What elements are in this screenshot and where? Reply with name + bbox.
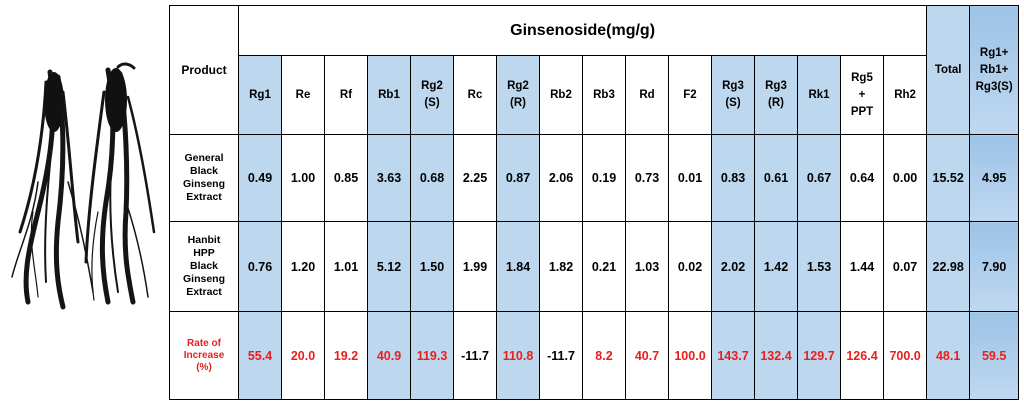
table-cell: 0.07: [882, 221, 928, 312]
table-cell: 3.63: [367, 134, 411, 222]
col-header-rb3: Rb3: [582, 55, 626, 135]
table-cell: 0.02: [668, 221, 712, 312]
table-cell: 0.87: [496, 134, 540, 222]
table-cell: 0.67: [797, 134, 841, 222]
rate-row: Rate of Increase (%) 55.4 20.0 19.2 40.9…: [169, 311, 1020, 400]
table-cell: 1.53: [797, 221, 841, 312]
col-header-rb2: Rb2: [539, 55, 583, 135]
rate-cell: 19.2: [324, 311, 368, 400]
table-row: General Black Ginseng Extract 0.49 1.00 …: [169, 134, 1020, 222]
rate-cell: 40.9: [367, 311, 411, 400]
table-cell: 1.20: [281, 221, 325, 312]
table-cell: 0.61: [754, 134, 798, 222]
rate-cell: 143.7: [711, 311, 755, 400]
rate-cell: 132.4: [754, 311, 798, 400]
table-cell: 1.99: [453, 221, 497, 312]
rate-cell: 126.4: [840, 311, 884, 400]
table-cell: 1.84: [496, 221, 540, 312]
table-row: Hanbit HPP Black Ginseng Extract 0.76 1.…: [169, 221, 1020, 312]
col-header-rg3r: Rg3 (R): [754, 55, 798, 135]
col-header-rd: Rd: [625, 55, 669, 135]
rate-cell: 700.0: [882, 311, 928, 400]
total-cell: 22.98: [926, 221, 971, 312]
rate-cell: 119.3: [410, 311, 454, 400]
col-header-rg2r: Rg2 (R): [496, 55, 540, 135]
table-cell: 0.64: [840, 134, 884, 222]
table-cell: 1.50: [410, 221, 454, 312]
rate-cell: -11.7: [453, 311, 497, 400]
table-cell: 0.19: [582, 134, 626, 222]
product-header: Product: [169, 5, 239, 135]
table-cell: 0.01: [668, 134, 712, 222]
sum-cell: 7.90: [969, 221, 1020, 312]
rate-cell: 20.0: [281, 311, 325, 400]
table-cell: 1.82: [539, 221, 583, 312]
rate-cell: 40.7: [625, 311, 669, 400]
table-cell: 1.01: [324, 221, 368, 312]
col-header-rg3s: Rg3 (S): [711, 55, 755, 135]
table-cell: 0.21: [582, 221, 626, 312]
col-header-rg2s: Rg2 (S): [410, 55, 454, 135]
table-cell: 0.73: [625, 134, 669, 222]
table-cell: 2.06: [539, 134, 583, 222]
rate-cell: 100.0: [668, 311, 712, 400]
table-cell: 1.00: [281, 134, 325, 222]
table-cell: 2.02: [711, 221, 755, 312]
row-label: Hanbit HPP Black Ginseng Extract: [169, 221, 239, 312]
ginsenoside-group-header: Ginsenoside(mg/g): [237, 5, 928, 56]
table-cell: 0.49: [238, 134, 282, 222]
rate-cell: -11.7: [539, 311, 583, 400]
sum-cell: 4.95: [969, 134, 1020, 222]
col-header-rb1: Rb1: [367, 55, 411, 135]
table-cell: 0.83: [711, 134, 755, 222]
rate-cell: 8.2: [582, 311, 626, 400]
col-header-re: Re: [281, 55, 325, 135]
black-ginseng-photo: [11, 62, 156, 310]
total-header: Total: [926, 5, 971, 135]
table-cell: 0.00: [882, 134, 928, 222]
table-cell: 0.76: [238, 221, 282, 312]
rate-total-cell: 48.1: [926, 311, 971, 400]
col-header-rh2: Rh2: [882, 55, 928, 135]
table-cell: 0.68: [410, 134, 454, 222]
table-cell: 0.85: [324, 134, 368, 222]
table-cell: 5.12: [367, 221, 411, 312]
col-header-rg5-ppt: Rg5 + PPT: [840, 55, 884, 135]
rate-cell: 129.7: [797, 311, 841, 400]
rate-cell: 55.4: [238, 311, 282, 400]
rate-sum-cell: 59.5: [969, 311, 1020, 400]
col-header-rf: Rf: [324, 55, 368, 135]
table-cell: 1.44: [840, 221, 884, 312]
col-header-f2: F2: [668, 55, 712, 135]
table-cell: 1.42: [754, 221, 798, 312]
row-label: General Black Ginseng Extract: [169, 134, 239, 222]
table-cell: 1.03: [625, 221, 669, 312]
col-header-rg1: Rg1: [238, 55, 282, 135]
rate-row-label: Rate of Increase (%): [169, 311, 239, 400]
col-header-rc: Rc: [453, 55, 497, 135]
ginsenoside-table: Product Ginsenoside(mg/g) Total Rg1+ Rb1…: [169, 5, 1020, 400]
col-header-rk1: Rk1: [797, 55, 841, 135]
sum-header: Rg1+ Rb1+ Rg3(S): [969, 5, 1020, 135]
total-cell: 15.52: [926, 134, 971, 222]
table-cell: 2.25: [453, 134, 497, 222]
rate-cell: 110.8: [496, 311, 540, 400]
